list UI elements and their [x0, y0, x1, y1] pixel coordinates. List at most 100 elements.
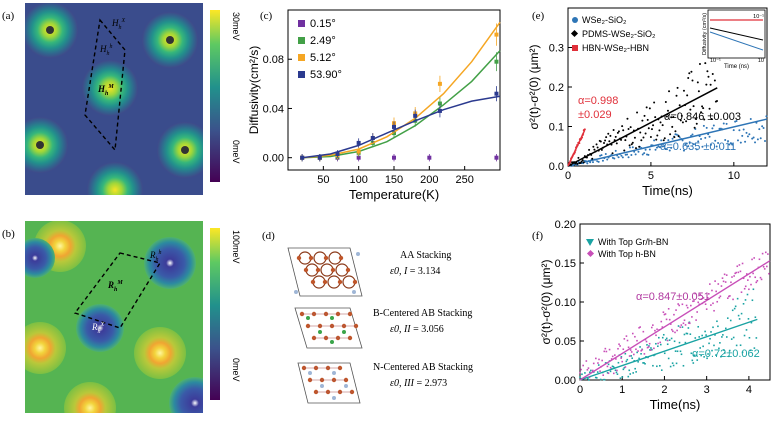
scatter-point [702, 345, 704, 348]
scatter-point [648, 107, 651, 110]
scatter-point [746, 293, 749, 296]
scatter-point [625, 360, 628, 363]
y-axis-label: Diffusivity(cm²/s) [248, 46, 261, 134]
scatter-point [701, 145, 704, 148]
scatter-point [581, 159, 584, 162]
scatter-point [760, 278, 763, 281]
scatter-point [603, 141, 606, 144]
scatter-point [656, 365, 658, 368]
scatter-point [582, 364, 584, 367]
scatter-point [647, 346, 650, 348]
scatter-point [621, 360, 624, 363]
scatter-point [621, 156, 624, 159]
scatter-point [597, 160, 600, 163]
y-tick-label: 0.3 [549, 43, 564, 55]
scatter-point [627, 156, 630, 159]
scatter-point [694, 337, 697, 339]
scatter-point [653, 139, 656, 142]
x-tick-label: 3 [704, 384, 710, 396]
scatter-point [655, 138, 658, 141]
panel-c: (c) 50 100 150 200 250 0.00 0.04 0.08 Temperatur… [247, 0, 510, 210]
fit-line-3 [302, 95, 501, 159]
scatter-point [702, 297, 705, 299]
scatter-point [749, 275, 751, 278]
scatter-point [679, 326, 682, 329]
scatter-point [604, 153, 607, 156]
scatter-point [754, 316, 757, 319]
scatter-point [747, 318, 750, 320]
scatter-point [700, 354, 702, 357]
scatter-point [629, 349, 632, 351]
scatter-point [604, 347, 607, 350]
scatter-point [617, 361, 620, 364]
scatter-point [591, 369, 594, 372]
scatter-point [600, 148, 603, 151]
scatter-point [663, 352, 666, 355]
data-point [392, 124, 396, 129]
scatter-point [670, 146, 673, 149]
x-axis-label: Temperature(K) [349, 187, 439, 202]
scatter-point [648, 342, 651, 345]
scatter-point [630, 351, 633, 353]
scatter-point [624, 352, 627, 355]
scatter-point [712, 302, 714, 305]
scatter-point [652, 124, 655, 127]
scatter-point [615, 142, 618, 145]
chart-diffusivity: 50 100 150 200 250 0.00 0.04 0.08 Temperature(K)… [247, 9, 501, 202]
scatter-point [706, 70, 709, 73]
scatter-point [672, 116, 675, 119]
x-tick-label: 100 [349, 174, 367, 186]
scatter-point [636, 339, 638, 342]
scatter-point [604, 362, 607, 364]
scatter-point [686, 332, 689, 335]
scatter-point [664, 100, 667, 103]
scatter-point [748, 133, 751, 136]
scatter-point [711, 72, 714, 75]
scatter-point [708, 107, 711, 110]
scatter-point [634, 153, 637, 156]
scatter-point [707, 75, 710, 78]
scatter-point [671, 328, 673, 331]
scatter-point [620, 356, 623, 358]
scatter-point [688, 141, 691, 144]
scatter-point [709, 283, 711, 285]
scatter-point [609, 370, 612, 373]
x-tick-label: 10 [728, 170, 740, 182]
scatter-point [696, 311, 698, 313]
scatter-point [736, 139, 739, 142]
scatter-point [639, 326, 641, 328]
inset-line-pdms [709, 27, 764, 41]
scatter-point [663, 313, 666, 316]
scatter-point [705, 308, 708, 310]
colorbar-top-label: 30meV [231, 12, 241, 41]
site-label-middle: RhM [107, 280, 123, 293]
scatter-point [742, 277, 745, 280]
scatter-point [725, 327, 727, 330]
scatter-point [690, 304, 692, 307]
data-point [494, 155, 499, 160]
x-axis-label: Time(ns) [650, 397, 701, 412]
y-tick-label: 0.04 [263, 103, 284, 115]
scatter-point [720, 355, 722, 358]
scatter-point [693, 126, 696, 129]
scatter-point [627, 375, 630, 378]
scatter-point [732, 129, 735, 132]
scatter-point [685, 332, 688, 335]
scatter-point [623, 338, 626, 340]
scatter-point [735, 271, 738, 274]
scatter-point [681, 303, 684, 306]
scatter-point [693, 354, 696, 357]
scatter-point [749, 117, 752, 120]
scatter-point [669, 133, 672, 136]
scatter-point [622, 348, 625, 351]
scatter-point [681, 326, 684, 328]
scatter-point [765, 115, 768, 118]
panel-label-a: (a) [2, 10, 15, 22]
scatter-point [612, 366, 615, 368]
scatter-point [687, 322, 690, 324]
scatter-point [675, 309, 677, 311]
scatter-point [602, 374, 605, 376]
scatter-point [674, 331, 676, 334]
scatter-point [737, 271, 740, 274]
panel-label-d: (d) [262, 230, 275, 242]
